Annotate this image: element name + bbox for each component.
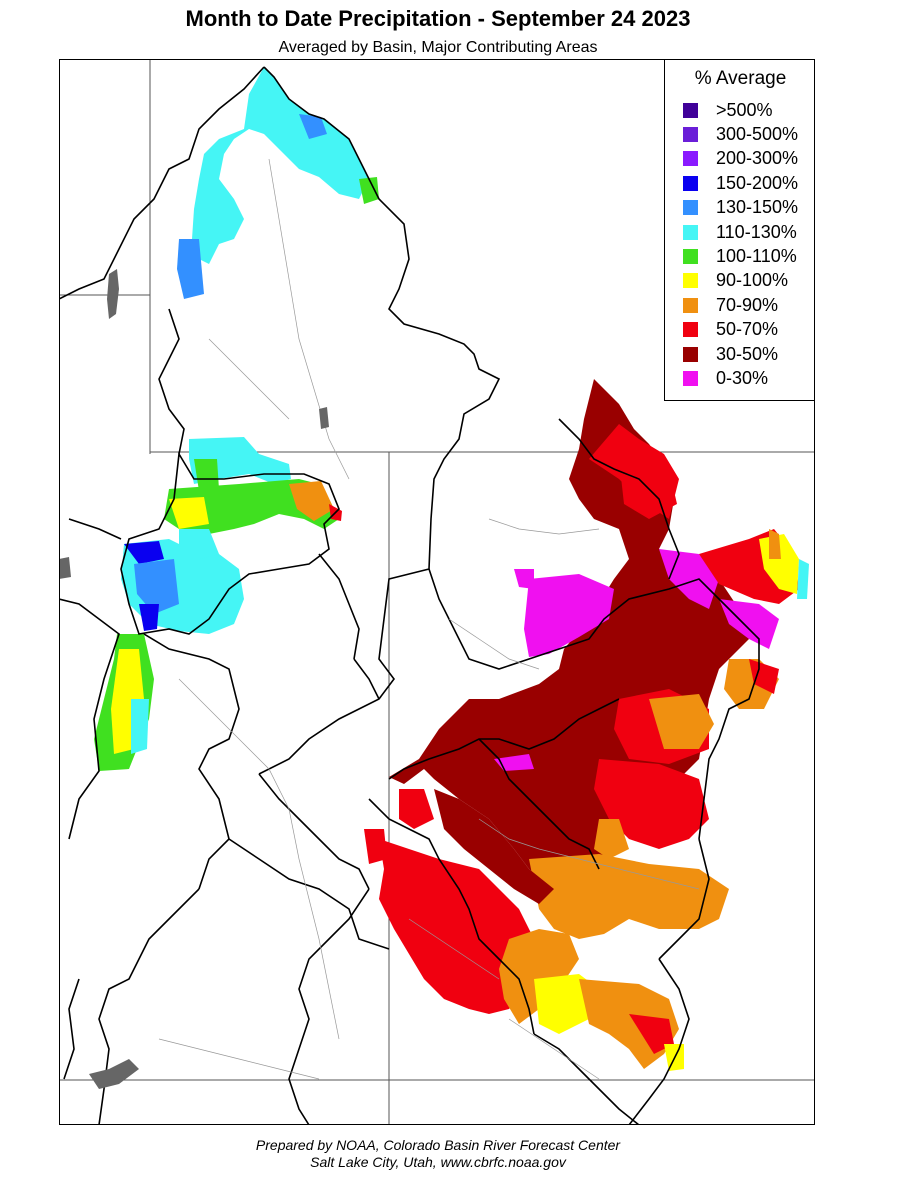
legend-swatch	[683, 151, 698, 167]
legend-swatch	[683, 248, 698, 264]
legend-label: 0-30%	[716, 367, 769, 388]
legend-label: 200-300%	[716, 148, 799, 169]
legend-label: 30-50%	[716, 343, 779, 364]
legend-item: 150-200%	[683, 173, 798, 193]
legend-item: 30-50%	[683, 344, 778, 364]
map-subtitle: Averaged by Basin, Major Contributing Ar…	[278, 39, 598, 56]
legend-label: 130-150%	[716, 197, 799, 218]
state-boundaries	[59, 59, 815, 1125]
legend-item: 130-150%	[683, 197, 799, 218]
legend-item: 70-90%	[683, 295, 778, 315]
legend-item: >500%	[683, 100, 773, 120]
legend-swatch	[683, 297, 698, 313]
legend-swatch	[683, 346, 698, 362]
legend-item: 200-300%	[683, 148, 799, 169]
legend-item: 0-30%	[683, 368, 768, 388]
legend-swatch	[683, 370, 698, 386]
legend-label: 150-200%	[716, 172, 799, 193]
legend-item: 110-130%	[683, 222, 797, 242]
legend-swatch	[683, 200, 698, 216]
rivers	[158, 158, 700, 1080]
precipitation-map	[59, 59, 815, 1125]
legend-swatch	[683, 102, 698, 118]
legend-title: % Average	[694, 68, 787, 89]
legend-swatch	[683, 126, 698, 142]
legend-swatch	[683, 273, 698, 289]
map-frame	[59, 59, 815, 1125]
basin-regions	[94, 67, 809, 1071]
legend-swatch	[683, 224, 698, 240]
legend-item: 50-70%	[683, 319, 779, 340]
legend-item: 300-500%	[683, 124, 798, 144]
legend-label: 100-110%	[716, 245, 797, 266]
legend-label: 70-90%	[716, 294, 779, 315]
basin-outlines	[59, 66, 760, 1125]
footer-location: Salt Lake City, Utah, www.cbrfc.noaa.gov	[310, 1154, 566, 1170]
legend-item: 90-100%	[683, 270, 789, 291]
map-title: Month to Date Precipitation - September …	[185, 6, 691, 31]
lakes	[59, 269, 329, 1089]
legend-swatch	[683, 322, 698, 338]
legend-swatch	[683, 175, 698, 191]
legend-label: 90-100%	[716, 270, 789, 291]
legend-item: 100-110%	[683, 246, 797, 266]
footer-credit: Prepared by NOAA, Colorado Basin River F…	[255, 1137, 621, 1153]
legend-label: 50-70%	[716, 319, 779, 340]
legend: % Average >500% 300-500% 200-300% 150-200% 1…	[664, 59, 815, 401]
legend-label: 300-500%	[716, 123, 799, 144]
legend-label: 110-130%	[716, 221, 797, 242]
legend-label: >500%	[716, 99, 773, 120]
